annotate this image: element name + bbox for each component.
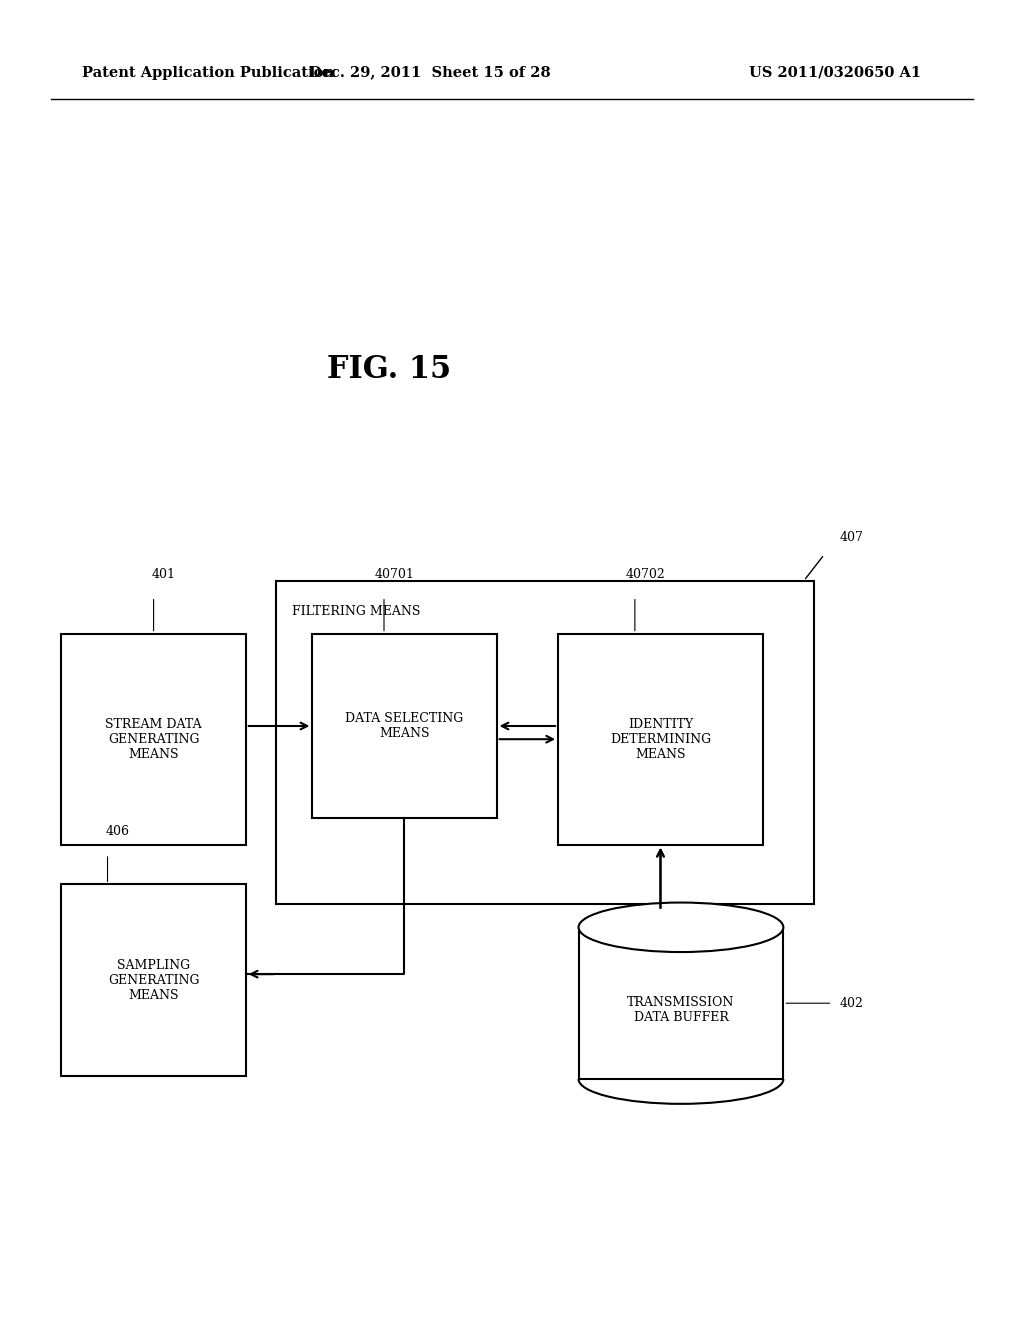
FancyBboxPatch shape	[276, 581, 814, 904]
Text: 407: 407	[840, 531, 863, 544]
Text: 406: 406	[105, 825, 130, 838]
Text: Dec. 29, 2011  Sheet 15 of 28: Dec. 29, 2011 Sheet 15 of 28	[309, 66, 551, 79]
Text: 402: 402	[840, 997, 863, 1010]
Text: US 2011/0320650 A1: US 2011/0320650 A1	[750, 66, 922, 79]
Text: IDENTITY
DETERMINING
MEANS: IDENTITY DETERMINING MEANS	[610, 718, 711, 760]
Text: FILTERING MEANS: FILTERING MEANS	[292, 605, 420, 618]
Text: DATA SELECTING
MEANS: DATA SELECTING MEANS	[345, 711, 464, 741]
FancyBboxPatch shape	[61, 884, 246, 1076]
Text: FIG. 15: FIG. 15	[327, 354, 452, 385]
FancyBboxPatch shape	[579, 927, 783, 1080]
FancyBboxPatch shape	[558, 634, 763, 845]
Text: 40702: 40702	[626, 568, 665, 581]
Text: STREAM DATA
GENERATING
MEANS: STREAM DATA GENERATING MEANS	[105, 718, 202, 760]
FancyBboxPatch shape	[312, 634, 497, 818]
Text: 401: 401	[152, 568, 176, 581]
Text: 40701: 40701	[375, 568, 414, 581]
Ellipse shape	[579, 903, 783, 952]
Text: TRANSMISSION
DATA BUFFER: TRANSMISSION DATA BUFFER	[628, 995, 734, 1024]
Text: Patent Application Publication: Patent Application Publication	[82, 66, 334, 79]
Text: SAMPLING
GENERATING
MEANS: SAMPLING GENERATING MEANS	[108, 958, 200, 1002]
FancyBboxPatch shape	[61, 634, 246, 845]
